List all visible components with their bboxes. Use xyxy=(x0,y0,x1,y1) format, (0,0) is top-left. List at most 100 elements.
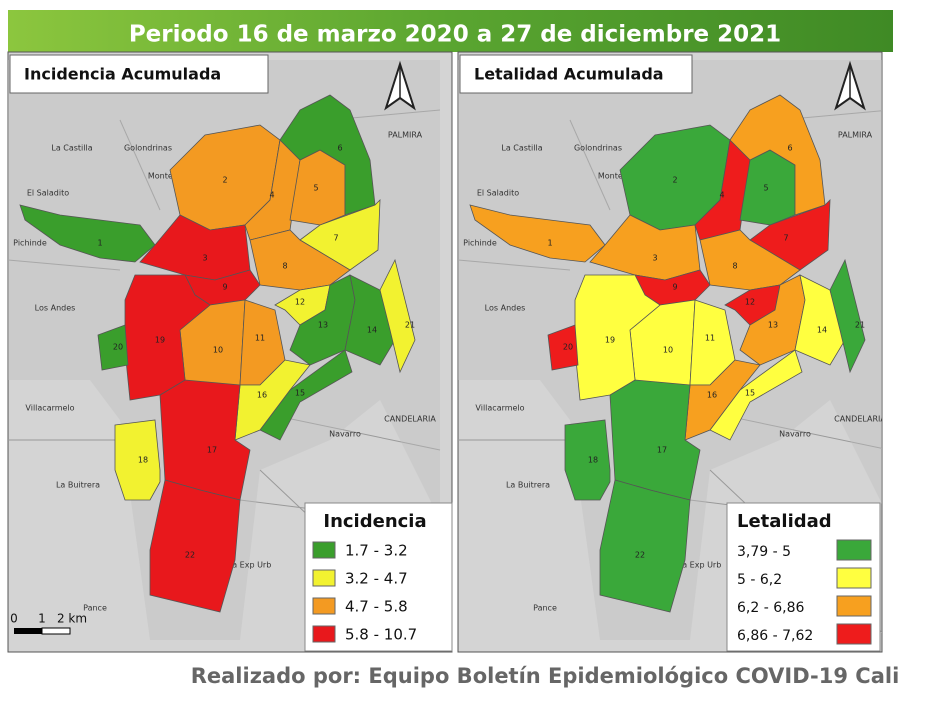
commune-label: 5 xyxy=(763,184,768,193)
commune-label: 18 xyxy=(588,456,598,465)
commune-label: 3 xyxy=(652,254,657,263)
commune xyxy=(149,479,241,613)
legend-label: 3.2 - 4.7 xyxy=(345,570,408,588)
commune-label: 21 xyxy=(405,321,415,330)
legend-label: 6,86 - 7,62 xyxy=(737,628,813,644)
place-label: El Saladito xyxy=(477,189,519,198)
commune-label: 20 xyxy=(563,343,573,352)
place-label: Pichinde xyxy=(13,239,47,248)
scale-label: 0 xyxy=(10,612,18,626)
commune-label: 15 xyxy=(745,389,755,398)
legend-swatch xyxy=(312,541,336,559)
scale-label: 1 xyxy=(38,612,46,626)
panel-title-box xyxy=(9,54,269,94)
panel-title: Incidencia Acumulada xyxy=(24,65,221,84)
commune-label: 17 xyxy=(207,446,217,455)
place-label: Montebello xyxy=(148,172,192,181)
legend-label: 3,79 - 5 xyxy=(737,544,791,560)
footer: Realizado por: Equipo Boletín Epidemioló… xyxy=(191,664,900,688)
place-label: La Buitrera xyxy=(506,481,550,490)
legend-title: Incidencia xyxy=(323,511,426,532)
commune-label: 13 xyxy=(768,321,778,330)
place-label: Montebello xyxy=(598,172,642,181)
commune xyxy=(279,94,376,216)
scale-bar xyxy=(41,627,71,635)
place-label: Area Exp Urb xyxy=(219,561,272,570)
place-label: Villacarmelo xyxy=(25,404,74,413)
commune-label: 9 xyxy=(222,283,227,292)
map-layer: La Castilla Golondrinas Montebello El Salad… xyxy=(8,60,441,641)
place-label: Navarro xyxy=(779,430,811,439)
commune-label: 11 xyxy=(255,334,265,343)
header-title: Periodo 16 de marzo 2020 a 27 de diciemb… xyxy=(129,22,781,48)
commune-label: 6 xyxy=(337,144,342,153)
commune-label: 7 xyxy=(333,234,338,243)
commune xyxy=(114,419,161,501)
commune-label: 8 xyxy=(282,262,287,271)
place-label: Golondrinas xyxy=(574,144,622,153)
place-label: CANDELARIA xyxy=(834,415,886,424)
boundary-line xyxy=(119,119,161,211)
commune-label: 22 xyxy=(635,551,645,560)
commune-label: 9 xyxy=(672,283,677,292)
commune-label: 3 xyxy=(202,254,207,263)
place-label: Pance xyxy=(83,604,107,613)
place-label: PALMIRA xyxy=(838,131,873,140)
place-label: La Castilla xyxy=(501,144,542,153)
legend-label: 5 - 6,2 xyxy=(737,572,782,588)
commune xyxy=(19,204,156,263)
panel-title: Letalidad Acumulada xyxy=(474,65,664,84)
commune-label: 6 xyxy=(787,144,792,153)
commune xyxy=(829,258,866,374)
commune-label: 12 xyxy=(745,298,755,307)
commune-label: 21 xyxy=(855,321,865,330)
commune xyxy=(729,94,826,216)
place-label: PALMIRA xyxy=(388,131,423,140)
legend-label: 6,2 - 6,86 xyxy=(737,600,804,616)
commune-label: 10 xyxy=(213,346,223,355)
place-label: Los Andes xyxy=(485,304,526,313)
place-label: Villacarmelo xyxy=(475,404,524,413)
commune-label: 2 xyxy=(222,176,227,185)
place-label: Navarro xyxy=(329,430,361,439)
commune xyxy=(699,229,801,291)
place-label: La Buitrera xyxy=(56,481,100,490)
place-label: Los Andes xyxy=(35,304,76,313)
scale-bar xyxy=(14,628,42,634)
commune xyxy=(599,479,691,613)
commune-label: 20 xyxy=(113,343,123,352)
legend-swatch xyxy=(312,625,336,643)
place-label: Golondrinas xyxy=(124,144,172,153)
commune xyxy=(249,229,351,291)
map-layer: La Castilla Golondrinas Montebello El Salad… xyxy=(458,60,886,640)
commune xyxy=(564,419,611,501)
boundary-line xyxy=(8,259,121,271)
legend-swatch xyxy=(836,595,872,617)
place-label: El Saladito xyxy=(27,189,69,198)
commune-label: 11 xyxy=(705,334,715,343)
place-label: Area Exp Urb xyxy=(669,561,722,570)
panel-title-box xyxy=(459,54,693,94)
commune-label: 14 xyxy=(817,326,827,335)
commune-label: 13 xyxy=(318,321,328,330)
commune xyxy=(469,204,606,263)
legend-label: 1.7 - 3.2 xyxy=(345,542,408,560)
commune-label: 1 xyxy=(547,239,552,248)
legend-label: 5.8 - 10.7 xyxy=(345,626,417,644)
commune xyxy=(97,324,129,371)
legend-swatch xyxy=(312,569,336,587)
boundary-line xyxy=(458,259,571,271)
commune-label: 5 xyxy=(313,184,318,193)
legend-swatch xyxy=(836,623,872,645)
commune-label: 10 xyxy=(663,346,673,355)
place-label: Pichinde xyxy=(463,239,497,248)
commune-label: 4 xyxy=(269,191,274,200)
legend-swatch xyxy=(836,539,872,561)
commune-label: 14 xyxy=(367,326,377,335)
commune-label: 19 xyxy=(155,336,165,345)
legend-swatch xyxy=(836,567,872,589)
commune-label: 7 xyxy=(783,234,788,243)
commune-label: 4 xyxy=(719,191,724,200)
